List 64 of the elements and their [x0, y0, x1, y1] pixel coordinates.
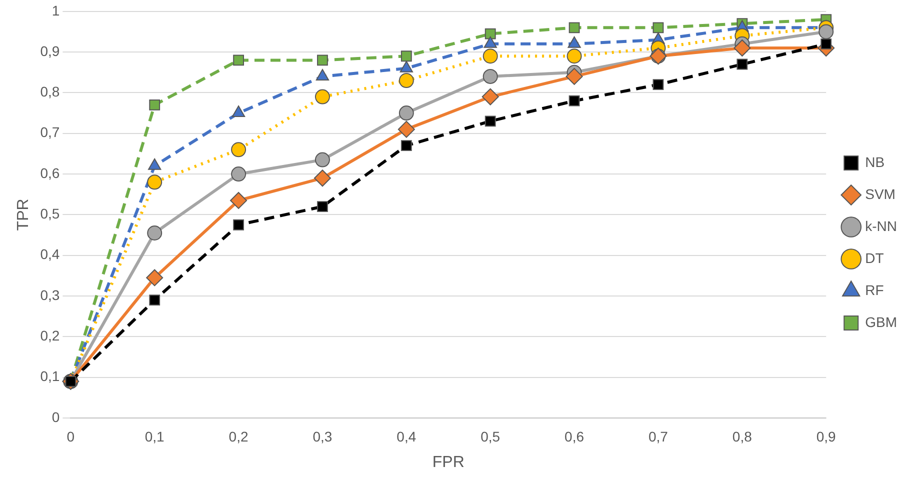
point — [482, 68, 498, 84]
y-tick-label: 0,7 — [40, 124, 60, 140]
y-tick-label: 0,8 — [40, 84, 60, 100]
legend-label: DT — [865, 250, 884, 266]
point — [568, 95, 580, 106]
point — [566, 68, 583, 85]
x-tick-label: 0,2 — [228, 428, 248, 444]
x-tick-label: 0 — [66, 428, 75, 444]
point — [317, 54, 328, 66]
point — [734, 39, 751, 56]
y-tick-label: 0,4 — [40, 246, 60, 262]
x-tick-label: 0,9 — [816, 428, 836, 444]
legend-label: k-NN — [865, 218, 897, 234]
point — [149, 294, 160, 306]
point — [149, 99, 160, 110]
point — [818, 24, 834, 40]
point — [231, 142, 246, 158]
x-tick-label: 0,1 — [144, 428, 165, 444]
x-axis-title: FPR — [432, 454, 464, 471]
y-axis-title: TPR — [15, 198, 32, 231]
point — [233, 54, 244, 66]
point — [314, 170, 331, 187]
point — [400, 140, 412, 152]
point — [398, 73, 414, 88]
x-tick-label: 0,4 — [396, 428, 416, 444]
y-tick-label: 1 — [52, 2, 60, 18]
y-tick-label: 0,3 — [40, 286, 60, 303]
point — [566, 48, 582, 64]
point — [484, 116, 496, 127]
point — [398, 106, 414, 121]
y-tick-label: 0,1 — [40, 368, 60, 384]
x-tick-label: 0,5 — [480, 428, 500, 444]
point — [314, 89, 330, 104]
point — [146, 269, 164, 286]
point — [568, 22, 580, 34]
legend-label: NB — [865, 154, 885, 170]
x-tick-label: 0,7 — [648, 428, 668, 444]
legend-label: GBM — [865, 314, 897, 330]
y-tick-label: 0,6 — [40, 164, 60, 181]
point — [652, 22, 664, 34]
point — [820, 38, 832, 50]
point — [652, 79, 664, 90]
point — [317, 201, 328, 212]
y-tick-label: 0,9 — [40, 42, 60, 59]
legend-label: RF — [865, 282, 884, 298]
point — [484, 28, 496, 40]
y-tick-label: 0,2 — [40, 328, 60, 344]
point — [147, 174, 162, 190]
point — [231, 166, 246, 182]
y-tick-label: 0,5 — [40, 206, 60, 222]
point — [482, 88, 499, 106]
legend-label: SVM — [865, 186, 896, 202]
point — [314, 152, 330, 168]
point — [233, 219, 244, 230]
x-tick-label: 0,3 — [312, 428, 332, 444]
point — [400, 50, 412, 62]
point — [230, 192, 248, 209]
point — [736, 58, 748, 70]
point — [147, 225, 162, 240]
point — [482, 48, 498, 64]
x-tick-label: 0,8 — [732, 428, 752, 444]
y-tick-label: 0 — [52, 408, 60, 425]
point — [398, 120, 415, 138]
x-tick-label: 0,6 — [564, 428, 584, 444]
